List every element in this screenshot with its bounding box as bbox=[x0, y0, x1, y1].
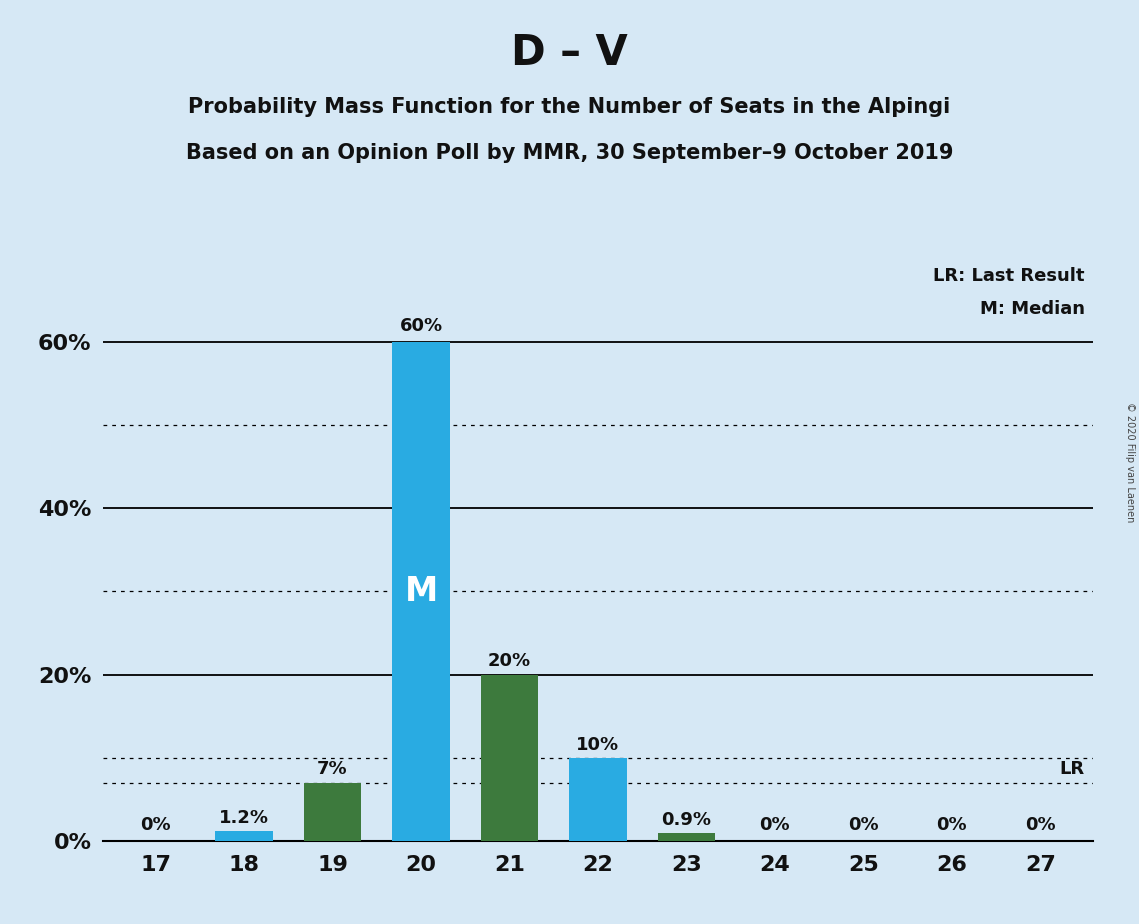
Text: LR: LR bbox=[1059, 760, 1084, 778]
Bar bbox=[215, 831, 273, 841]
Text: M: M bbox=[404, 575, 437, 608]
Text: Probability Mass Function for the Number of Seats in the Alpingi: Probability Mass Function for the Number… bbox=[188, 97, 951, 117]
Text: 0%: 0% bbox=[760, 816, 790, 834]
Text: 0%: 0% bbox=[849, 816, 878, 834]
Bar bbox=[570, 758, 626, 841]
Text: M: Median: M: Median bbox=[980, 300, 1084, 318]
Bar bbox=[392, 342, 450, 841]
Bar bbox=[657, 833, 715, 841]
Text: 0.9%: 0.9% bbox=[662, 811, 712, 829]
Text: LR: Last Result: LR: Last Result bbox=[933, 267, 1084, 285]
Text: 1.2%: 1.2% bbox=[219, 808, 269, 827]
Text: 0%: 0% bbox=[1025, 816, 1056, 834]
Text: 10%: 10% bbox=[576, 736, 620, 754]
Bar bbox=[304, 783, 361, 841]
Text: D – V: D – V bbox=[511, 32, 628, 74]
Text: 0%: 0% bbox=[936, 816, 967, 834]
Bar bbox=[481, 675, 539, 841]
Text: © 2020 Filip van Laenen: © 2020 Filip van Laenen bbox=[1125, 402, 1134, 522]
Text: 20%: 20% bbox=[487, 652, 531, 671]
Text: 0%: 0% bbox=[140, 816, 171, 834]
Text: 60%: 60% bbox=[400, 317, 443, 335]
Text: Based on an Opinion Poll by MMR, 30 September–9 October 2019: Based on an Opinion Poll by MMR, 30 Sept… bbox=[186, 143, 953, 164]
Text: 7%: 7% bbox=[318, 760, 347, 778]
